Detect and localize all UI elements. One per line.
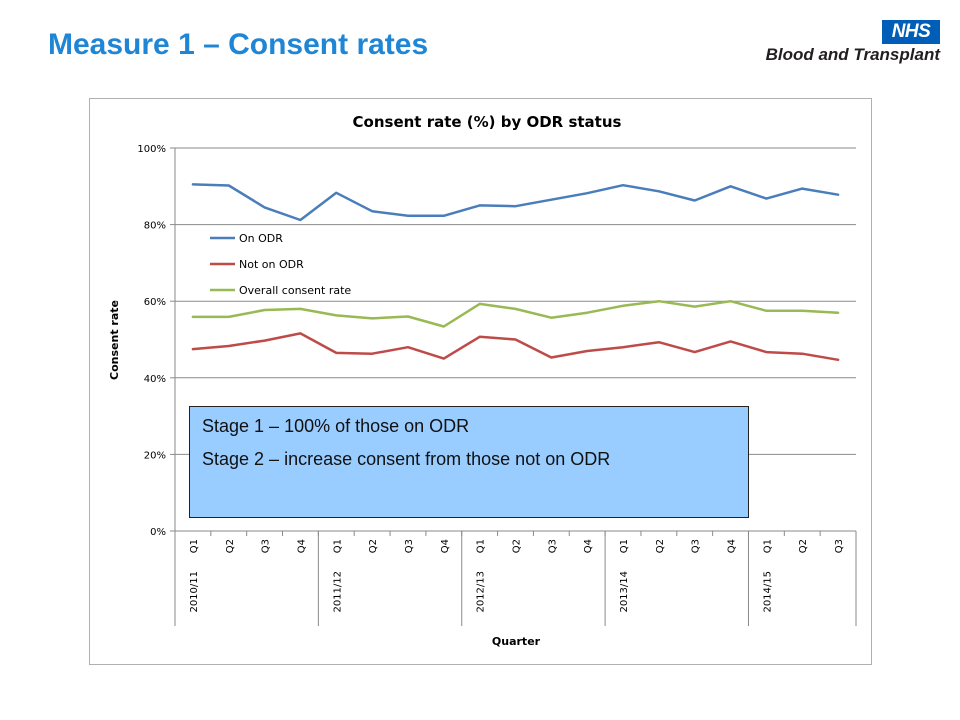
consent-rate-chart: Consent rate (%) by ODR status Consent r… (108, 113, 857, 648)
stage-callout: Stage 1 – 100% of those on ODR Stage 2 –… (189, 406, 749, 518)
y-axis-label: Consent rate (108, 300, 121, 380)
y-tick-label: 20% (144, 450, 166, 461)
x-year-label: 2012/13 (476, 571, 487, 613)
x-axis-label: Quarter (492, 635, 541, 648)
x-tick-label: Q2 (798, 539, 809, 553)
x-tick-label: Q2 (368, 539, 379, 553)
slide-title: Measure 1 – Consent rates (48, 28, 429, 61)
y-tick-label: 80% (144, 221, 166, 232)
x-tick-label: Q2 (225, 539, 236, 553)
x-tick-label: Q1 (189, 539, 200, 553)
x-year-label: 2011/12 (332, 571, 343, 613)
series-line-on-odr (191, 183, 840, 222)
y-tick-label: 100% (137, 144, 166, 155)
legend-label: On ODR (239, 232, 283, 245)
x-year-label: 2010/11 (189, 571, 200, 613)
legend-label: Overall consent rate (239, 284, 351, 297)
x-tick-label: Q4 (727, 539, 738, 553)
x-tick-label: Q3 (834, 539, 845, 553)
chart-frame: Consent rate (%) by ODR status Consent r… (89, 98, 872, 665)
x-tick-label: Q1 (332, 539, 343, 553)
legend-label: Not on ODR (239, 258, 304, 271)
y-tick-label: 0% (150, 527, 166, 538)
x-tick-label: Q3 (404, 539, 415, 553)
y-tick-label: 40% (144, 374, 166, 385)
x-tick-label: Q1 (619, 539, 630, 553)
x-tick-label: Q3 (261, 539, 272, 553)
x-tick-label: Q3 (547, 539, 558, 553)
x-tick-label: Q4 (583, 539, 594, 553)
nhs-blood-and-transplant-logo: NHS Blood and Transplant (750, 20, 940, 68)
x-tick-label: Q3 (691, 539, 702, 553)
x-tick-label: Q1 (762, 539, 773, 553)
organisation-name: Blood and Transplant (765, 45, 940, 64)
x-year-label: 2014/15 (762, 571, 773, 613)
x-tick-label: Q4 (440, 539, 451, 553)
x-tick-label: Q1 (476, 539, 487, 553)
chart-title: Consent rate (%) by ODR status (353, 113, 622, 131)
nhs-badge: NHS (882, 20, 940, 44)
callout-stage-2: Stage 2 – increase consent from those no… (202, 449, 611, 469)
x-tick-label: Q2 (512, 539, 523, 553)
callout-stage-1: Stage 1 – 100% of those on ODR (202, 416, 470, 436)
series-line-not-on-odr (191, 332, 840, 362)
y-tick-label: 60% (144, 297, 166, 308)
series-line-overall-consent-rate (191, 299, 840, 328)
x-tick-label: Q2 (655, 539, 666, 553)
x-tick-label: Q4 (296, 539, 307, 553)
x-year-label: 2013/14 (619, 571, 630, 613)
